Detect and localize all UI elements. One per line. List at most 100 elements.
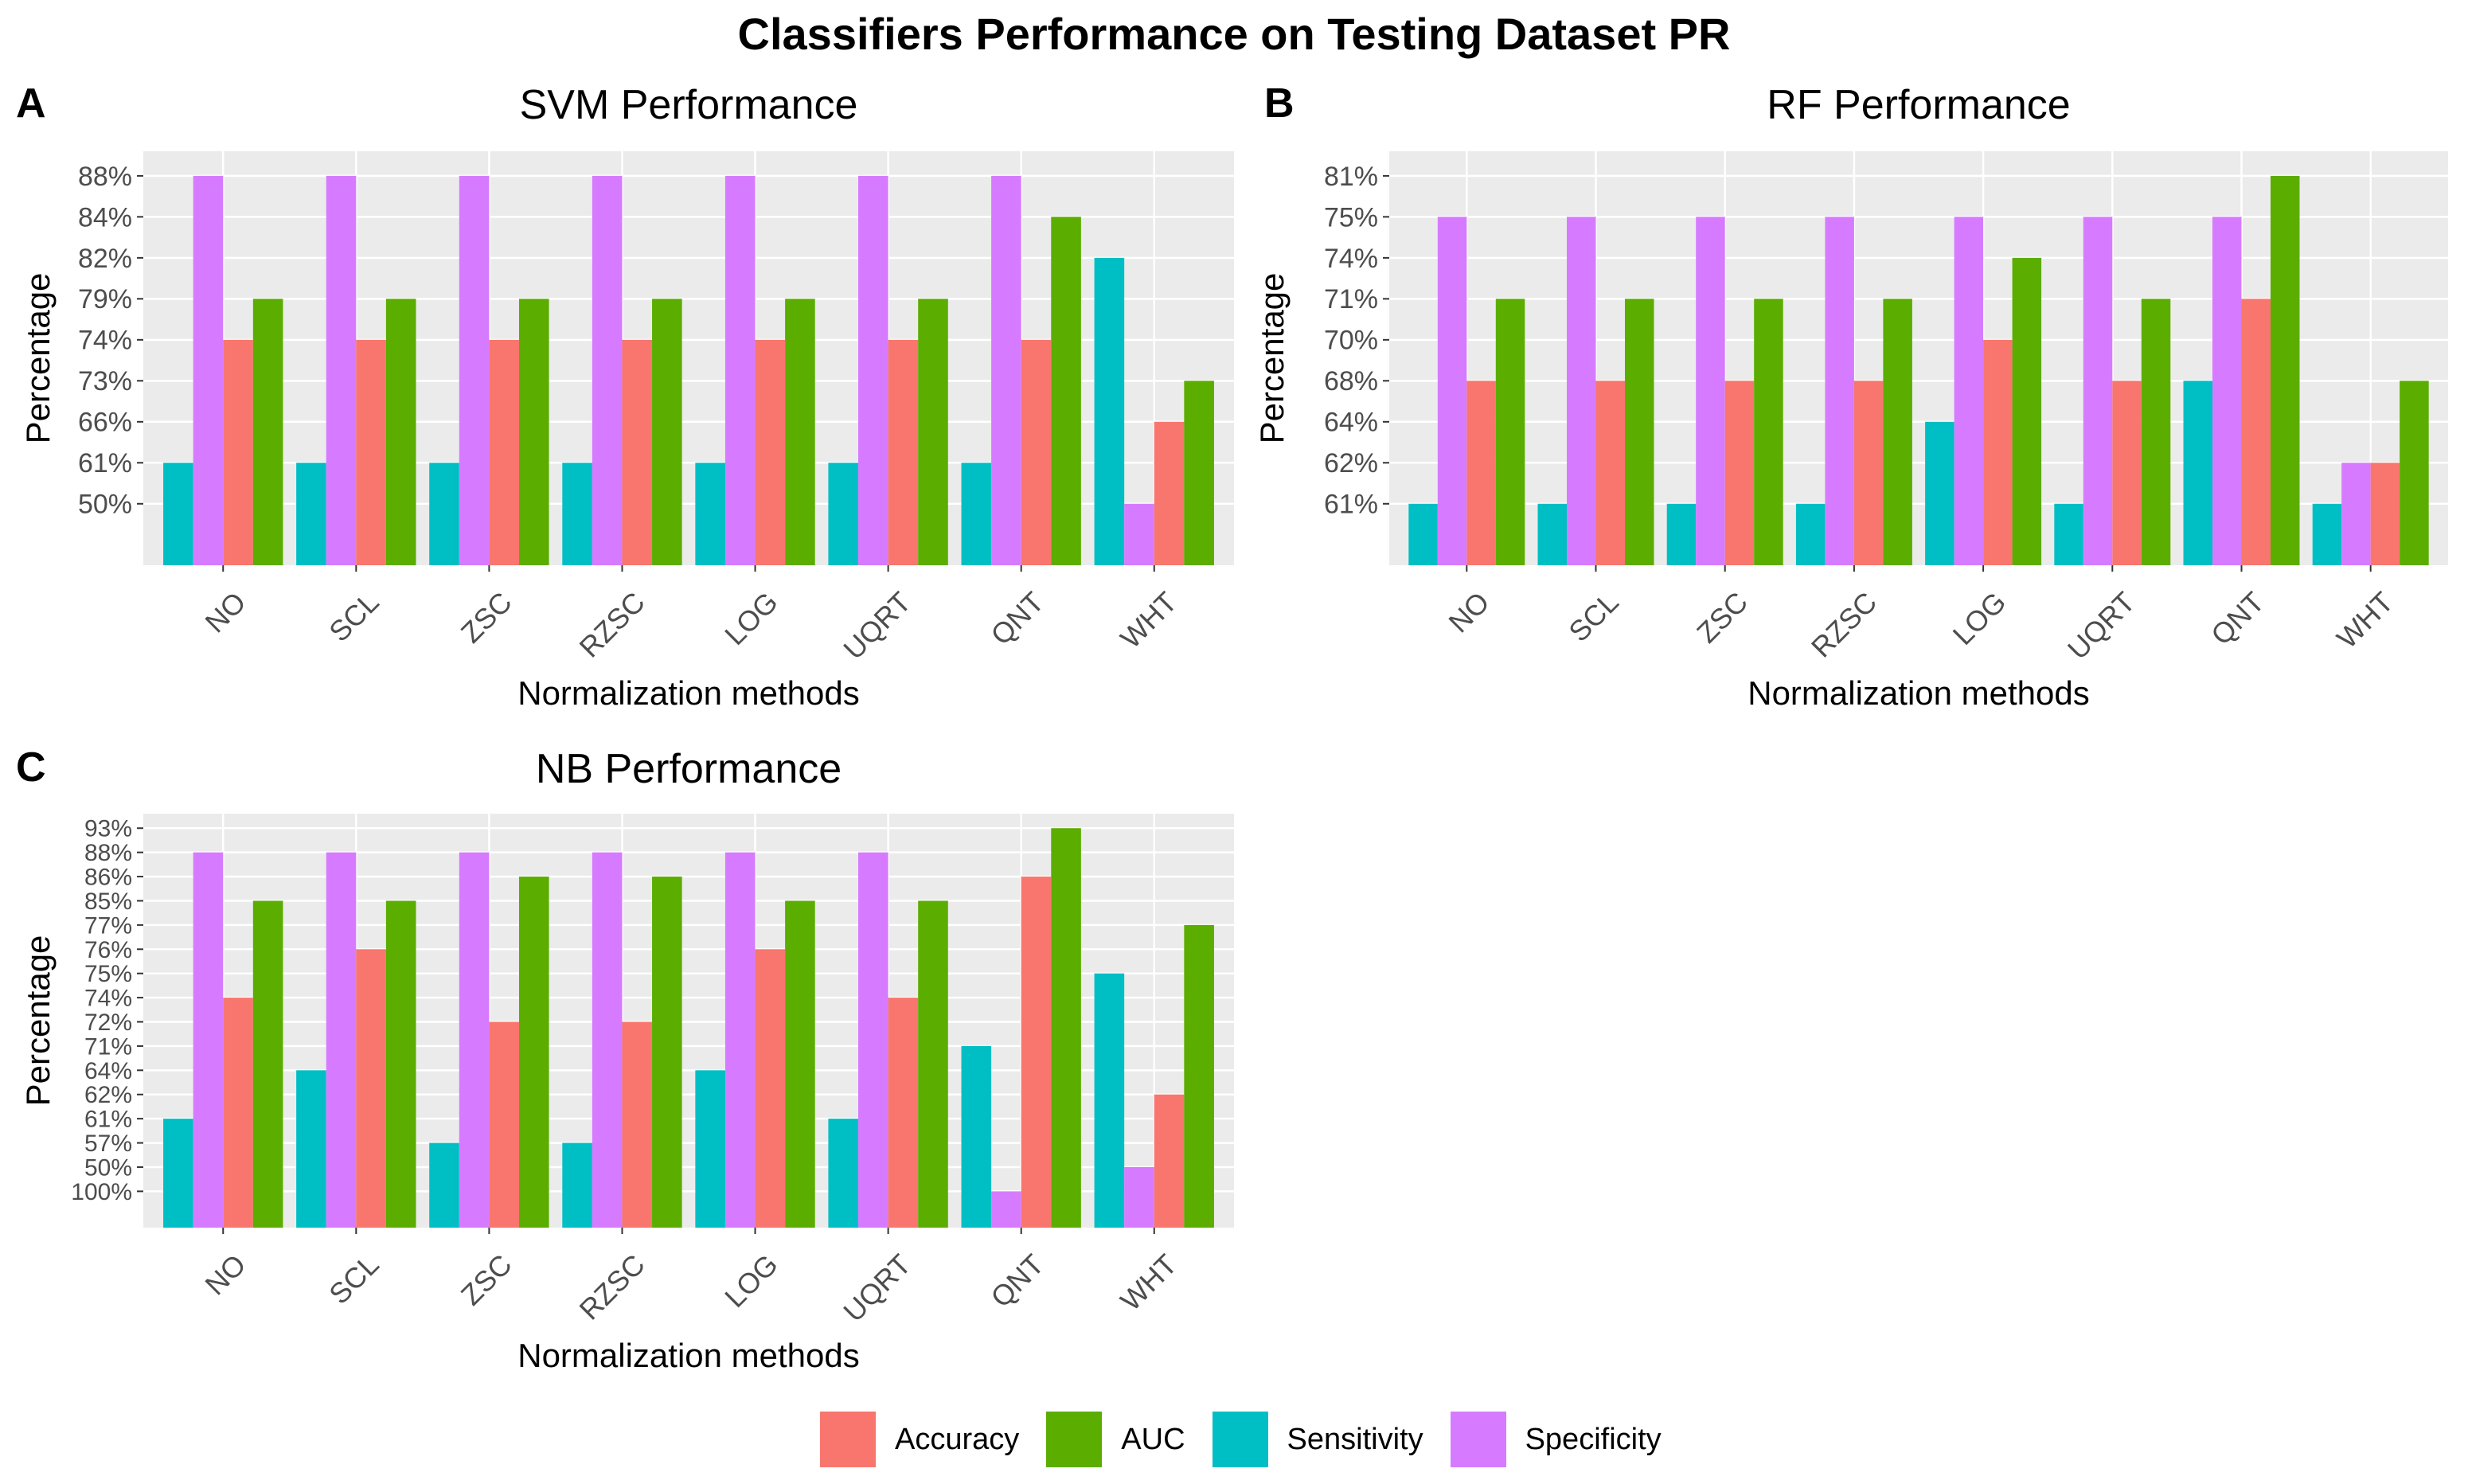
x-tick-label: QNT [984,1248,1050,1314]
bar-accuracy-uqrt [888,998,919,1228]
x-axis-title: Normalization methods [1748,674,2090,712]
legend-item-specificity: Specificity [1450,1412,1662,1467]
bar-sensitivity-rzsc [562,463,592,565]
bar-auc-no [1495,299,1525,565]
bar-sensitivity-scl [1537,503,1568,565]
y-tick-label: 81% [1324,162,1378,192]
bar-sensitivity-log [695,463,725,565]
bar-accuracy-qnt [1021,877,1052,1228]
bar-sensitivity-no [1408,503,1438,565]
bar-specificity-scl [1567,217,1596,565]
legend-key-sensitivity [1212,1412,1268,1467]
y-tick-label: 72% [84,1010,132,1036]
y-tick-label: 84% [78,202,132,232]
bar-specificity-uqrt [858,175,888,565]
bar-accuracy-zsc [1724,381,1755,565]
x-tick-label: QNT [984,585,1050,651]
y-tick-label: 82% [78,244,132,274]
bar-auc-rzsc [652,299,682,565]
bar-specificity-qnt [2212,217,2242,565]
y-tick-label: 93% [84,816,132,842]
legend-item-auc: AUC [1046,1412,1185,1467]
y-tick-label: 73% [78,366,132,396]
bar-auc-scl [385,299,416,565]
y-tick-label: 57% [84,1131,132,1157]
y-tick-label: 75% [1324,202,1378,232]
bar-auc-qnt [2270,175,2300,565]
x-tick-label: RZSC [573,585,651,663]
bar-specificity-scl [326,175,357,565]
bar-sensitivity-uqrt [2054,503,2083,565]
bar-auc-wht [2400,381,2429,565]
bar-specificity-rzsc [592,175,623,565]
bar-auc-zsc [518,877,549,1228]
bar-specificity-qnt [991,175,1021,565]
bar-specificity-no [193,175,224,565]
y-tick-label: 68% [1324,366,1378,396]
bar-specificity-uqrt [858,852,888,1228]
bar-accuracy-log [755,949,786,1228]
chart-rf-performance: 61% 62% 64% 68% 70% 71% 74% 75% 81% NO SCL ZSC RZSC L… [1253,151,2448,712]
x-tick-label: RZSC [573,1248,651,1326]
y-axis-title: Percentage [19,935,57,1107]
bar-sensitivity-uqrt [828,463,859,565]
x-tick-label: NO [198,1248,252,1301]
y-tick-label: 74% [78,326,132,356]
legend-label-sensitivity: Sensitivity [1287,1422,1423,1456]
bar-accuracy-log [755,339,786,565]
y-tick-label: 50% [84,1154,132,1181]
bar-specificity-rzsc [1825,217,1854,565]
panel-title-nb: NB Performance [535,746,842,792]
x-tick-label: LOG [718,585,784,651]
bar-sensitivity-no [163,1119,193,1228]
bar-sensitivity-rzsc [1795,503,1826,565]
bar-sensitivity-rzsc [562,1142,592,1228]
bar-sensitivity-zsc [1666,503,1697,565]
y-tick-label: 75% [84,961,132,987]
x-tick-label: QNT [2204,585,2271,651]
bar-auc-wht [1184,924,1214,1228]
y-tick-label: 74% [1324,244,1378,274]
x-axis-title: Normalization methods [517,674,860,712]
x-tick-label: SCL [322,1248,385,1310]
bar-specificity-zsc [1696,217,1725,565]
y-tick-label: 64% [84,1058,132,1084]
bar-auc-scl [1625,299,1654,565]
y-tick-label: 61% [1324,490,1378,520]
y-axis-title: Percentage [1253,273,1291,444]
legend-key-accuracy [820,1412,876,1467]
bar-accuracy-uqrt [2112,381,2142,565]
bar-auc-rzsc [1883,299,1912,565]
bar-specificity-no [1437,217,1467,565]
bar-auc-uqrt [2141,299,2171,565]
bar-auc-rzsc [652,877,682,1228]
y-tick-label: 62% [1324,448,1378,478]
y-tick-label: 77% [84,912,132,939]
x-tick-label: LOG [718,1248,784,1314]
y-tick-label: 88% [78,162,132,192]
bar-accuracy-rzsc [622,339,653,565]
bar-sensitivity-scl [296,1070,326,1228]
panel-title-rf: RF Performance [1767,82,2071,128]
chart-nb-performance: 100%50%57%61%62%64%71%72%74%75%76%77%85%… [19,814,1234,1374]
x-tick-label: UQRT [837,1248,917,1328]
bar-accuracy-no [223,998,253,1228]
bar-auc-no [252,299,283,565]
bar-accuracy-rzsc [622,1021,653,1228]
bar-auc-zsc [518,299,549,565]
legend: Accuracy AUC Sensitivity Specificity [820,1409,1689,1470]
y-tick-label: 62% [84,1082,132,1108]
x-axis-title: Normalization methods [517,1337,860,1374]
legend-item-sensitivity: Sensitivity [1212,1412,1423,1467]
panel-title-svm: SVM Performance [519,82,858,128]
bar-sensitivity-wht [2312,503,2342,565]
bar-accuracy-wht [2370,463,2400,565]
main-title: Classifiers Performance on Testing Datas… [737,9,1731,59]
bar-specificity-log [1954,217,1984,565]
bar-sensitivity-wht [1094,257,1125,565]
bar-accuracy-zsc [489,1021,519,1228]
bar-accuracy-scl [356,949,386,1228]
legend-key-specificity [1450,1412,1506,1467]
bar-specificity-rzsc [592,852,623,1228]
